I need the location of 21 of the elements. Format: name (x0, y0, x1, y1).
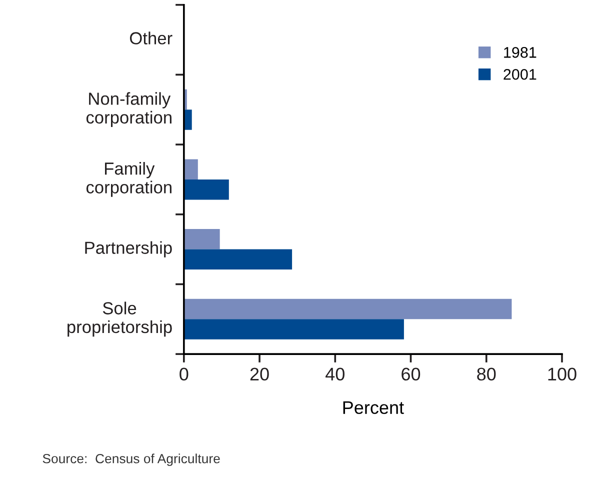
x-tick-label: 40 (326, 368, 344, 381)
x-tick-label: 100 (548, 368, 576, 381)
legend-label: 2001 (504, 68, 536, 80)
y-tick-label: Other (130, 32, 172, 44)
y-tick-label: Sole proprietorship (68, 302, 172, 337)
bar (184, 249, 292, 270)
legend-label: 1981 (504, 47, 536, 58)
bar (184, 229, 220, 250)
y-tick-label: Partnership (85, 241, 172, 258)
bar (184, 319, 404, 340)
x-tick-label: 0 (180, 368, 188, 381)
x-tick-label: 20 (250, 368, 269, 381)
bar (184, 159, 198, 180)
source-note: Source: Census of Agriculture (42, 454, 220, 466)
x-tick-label: 80 (477, 368, 496, 381)
x-tick-label: 60 (402, 368, 420, 381)
bar (184, 179, 229, 200)
x-axis-title: Percent (343, 401, 404, 414)
y-tick-label: Family corporation (86, 162, 172, 197)
bar (184, 298, 512, 320)
y-tick-label: Non-family corporation (86, 92, 172, 128)
